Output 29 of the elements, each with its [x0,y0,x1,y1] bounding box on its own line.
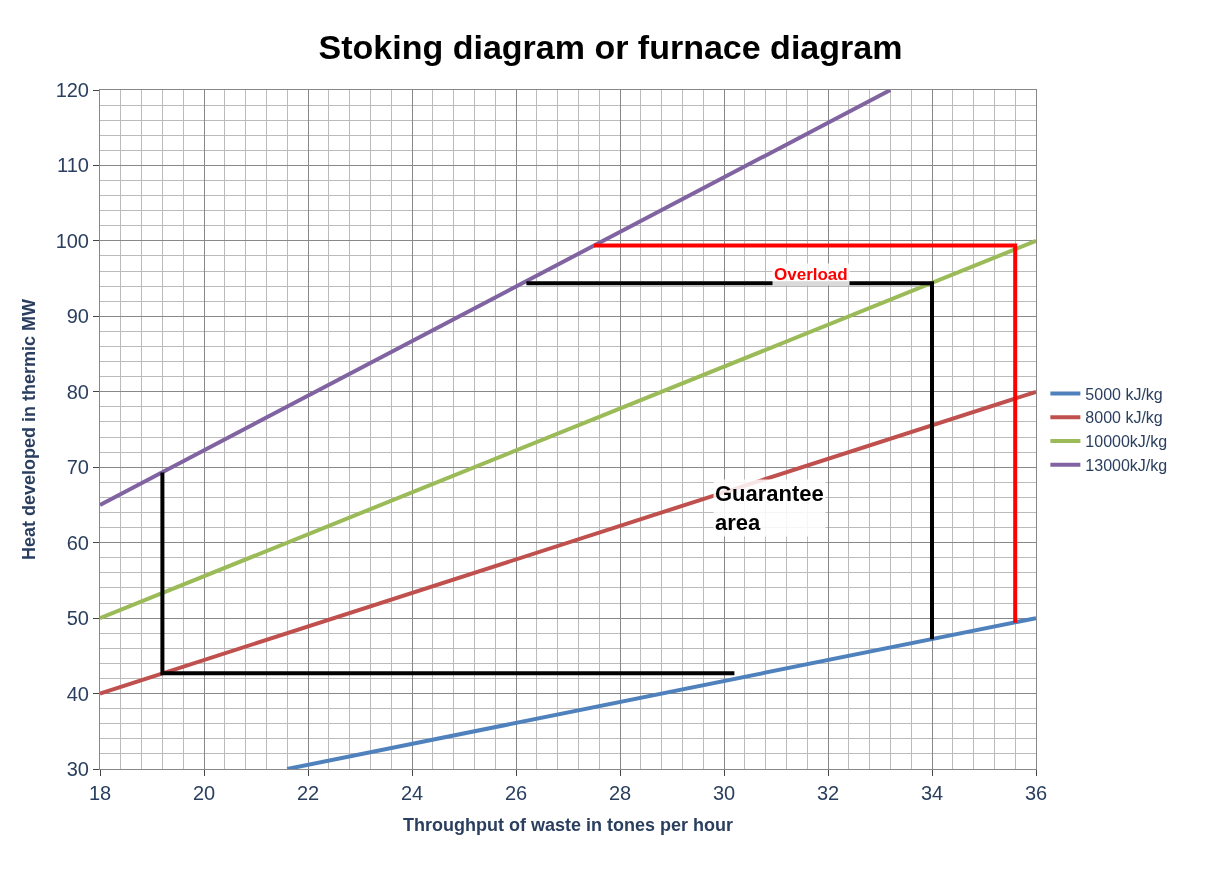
y-tick-label: 80 [66,380,89,403]
x-tick-label: 22 [296,782,320,804]
y-tick-label: 30 [66,758,89,780]
y-tick-label: 70 [66,456,89,479]
legend-label: 5000 kJ/kg [1085,385,1163,403]
y-axis-title: Heat developed in thermic MW [18,298,39,561]
annotation: Overload [774,265,848,284]
x-tick-label: 26 [504,782,528,804]
x-tick-label: 32 [816,782,840,804]
x-axis-title: Throughput of waste in tones per hour [403,815,733,836]
x-tick-label: 24 [400,782,424,804]
y-tick-label: 60 [66,531,89,554]
y-tick-label: 50 [66,607,89,630]
y-tick-label: 120 [55,79,89,101]
y-tick-label: 100 [55,229,89,252]
legend-label: 10000kJ/kg [1085,433,1168,451]
x-tick-label: 30 [712,782,736,804]
legend-label: 13000kJ/kg [1085,457,1168,475]
chart-title: Stoking diagram or furnace diagram [318,27,903,66]
x-tick-label: 20 [192,782,216,804]
x-tick-label: 36 [1024,782,1048,804]
x-tick-label: 34 [920,782,944,804]
y-tick-label: 40 [66,682,89,705]
annotation: Guarantee area [715,481,824,535]
legend-label: 8000 kJ/kg [1085,409,1163,427]
x-tick-label: 18 [88,782,112,804]
y-tick-label: 110 [57,154,89,177]
y-tick-label: 90 [66,305,89,328]
x-tick-label: 28 [608,782,632,804]
